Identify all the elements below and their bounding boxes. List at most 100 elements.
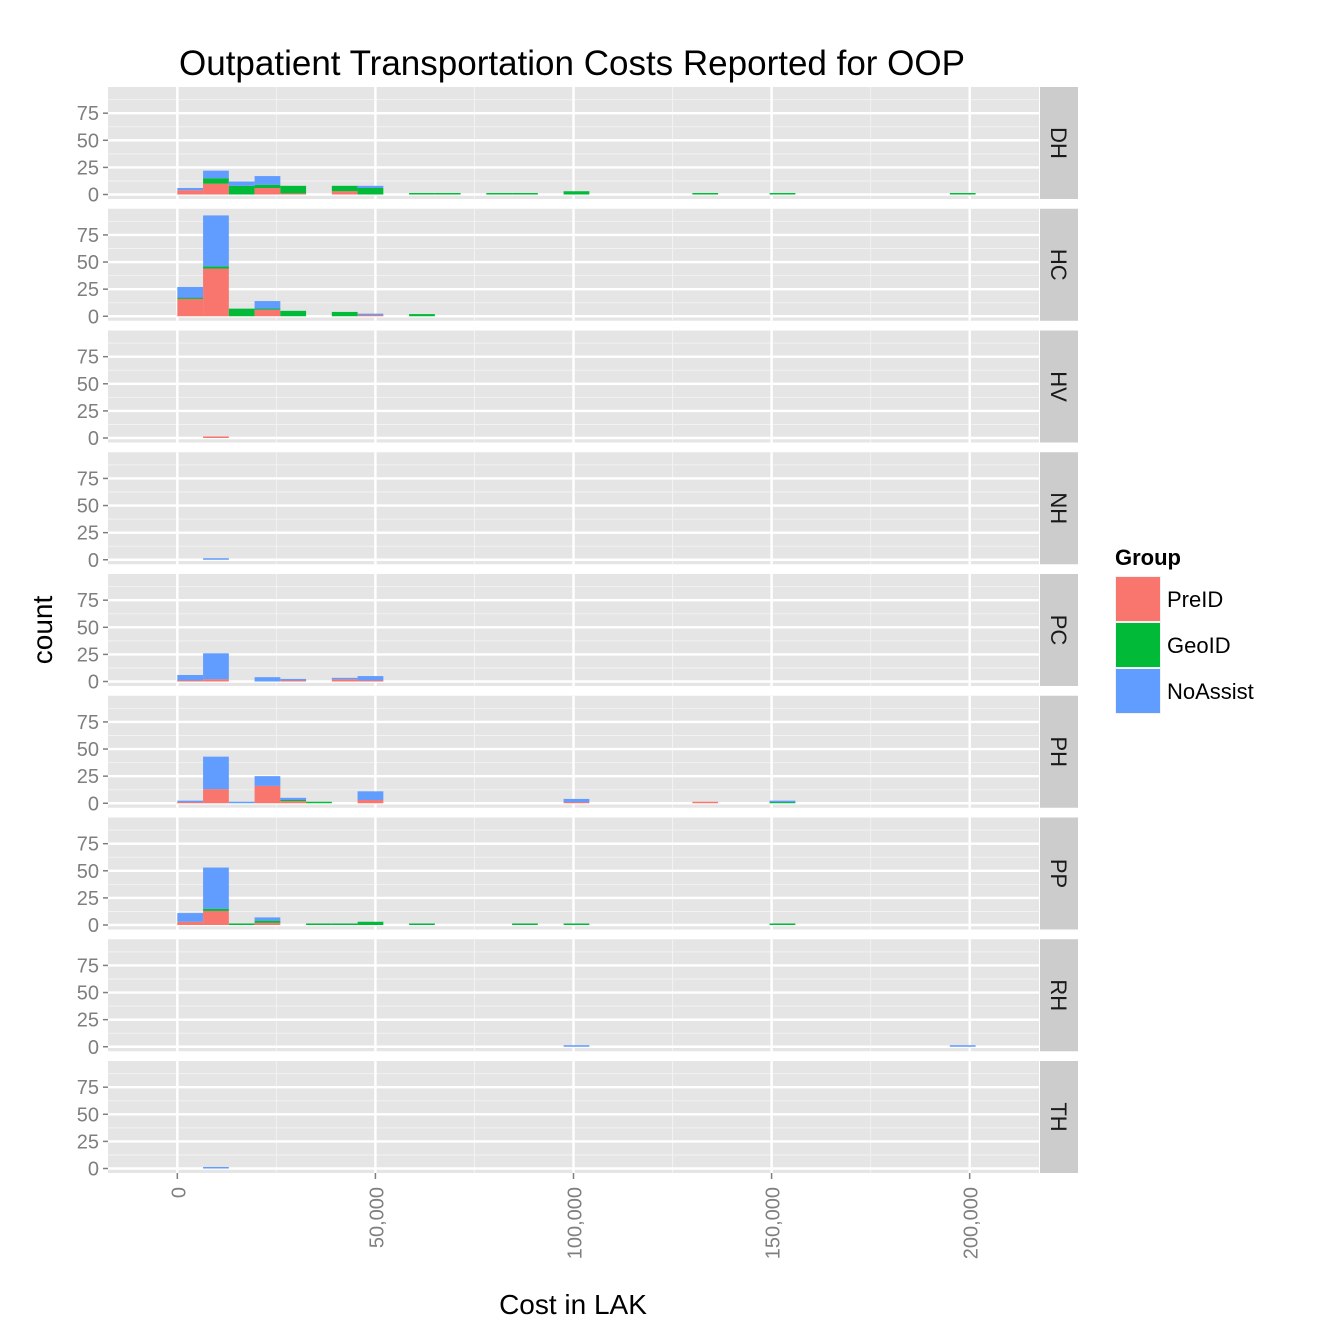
- bar-geoid: [512, 193, 538, 195]
- bar-preid: [563, 801, 590, 804]
- facet-panel-dh: 0 25 50 75 DH: [77, 87, 1078, 207]
- bar-noassist: [357, 791, 384, 800]
- bar-noassist: [254, 917, 281, 921]
- bar-geoid: [563, 191, 590, 195]
- facet-strip: [1040, 208, 1078, 321]
- bar-noassist: [357, 313, 384, 316]
- y-tick-label: 50: [77, 861, 99, 883]
- bar-preid: [331, 679, 358, 682]
- facet-strip: [1040, 87, 1078, 199]
- bar-preid: [177, 298, 204, 317]
- bar-geoid: [949, 193, 976, 195]
- x-axis: 0 50,000 100,000 150,000 200,000: [168, 1173, 983, 1259]
- y-tick-label: 25: [77, 401, 99, 423]
- bar-geoid: [203, 178, 229, 184]
- y-tick-label: 75: [77, 955, 99, 977]
- bar-geoid: [203, 908, 229, 911]
- bar-preid: [203, 436, 229, 438]
- bar-geoid: [254, 920, 281, 923]
- y-tick-label: 75: [77, 712, 99, 734]
- legend: Group PreID GeoID NoAssist: [1115, 545, 1254, 714]
- bar-geoid: [357, 921, 384, 925]
- y-tick-label: 75: [77, 347, 99, 369]
- bar-noassist: [254, 677, 281, 682]
- bar-preid: [254, 187, 281, 195]
- y-tick-label: 25: [77, 279, 99, 301]
- legend-swatch-noassist: [1116, 669, 1160, 713]
- y-tick-label: 50: [77, 617, 99, 639]
- y-tick-label: 75: [77, 468, 99, 490]
- bar-geoid: [769, 923, 796, 925]
- bar-noassist: [203, 867, 229, 909]
- bar-noassist: [177, 913, 204, 922]
- facet-strip: [1040, 574, 1078, 686]
- bar-geoid: [177, 297, 204, 299]
- bar-noassist: [563, 1045, 590, 1047]
- y-tick-label: 75: [77, 590, 99, 612]
- bar-preid: [177, 190, 204, 195]
- facet-panels: 0 25 50 75 DH 0 25 50 75 HC 0 25 50 75 HV 0 25 50 75 NH 0 25 5…: [77, 87, 1078, 1181]
- x-tick-label: 150,000: [763, 1187, 785, 1259]
- facet-strip-label: PP: [1046, 859, 1071, 888]
- bar-geoid: [434, 193, 461, 195]
- bar-geoid: [409, 314, 435, 317]
- y-tick-label: 25: [77, 1131, 99, 1153]
- y-tick-label: 50: [77, 739, 99, 761]
- bar-preid: [203, 679, 229, 682]
- bar-noassist: [203, 215, 229, 267]
- bar-noassist: [280, 678, 307, 681]
- facet-strip: [1040, 939, 1078, 1052]
- bar-geoid: [228, 185, 255, 195]
- facet-strip-label: PH: [1046, 736, 1071, 767]
- y-tick-label: 50: [77, 496, 99, 518]
- y-tick-label: 75: [77, 225, 99, 247]
- y-tick-label: 0: [88, 550, 99, 572]
- bar-noassist: [769, 800, 796, 803]
- y-tick-label: 50: [77, 983, 99, 1005]
- y-tick-label: 50: [77, 130, 99, 152]
- y-tick-label: 0: [88, 185, 99, 207]
- bar-noassist: [254, 776, 281, 786]
- bar-preid: [177, 801, 204, 804]
- facet-strip-label: PC: [1046, 615, 1071, 646]
- bar-noassist: [228, 801, 255, 804]
- x-tick-label: 50,000: [366, 1187, 388, 1248]
- y-tick-label: 25: [77, 644, 99, 666]
- legend-label-geoid: GeoID: [1167, 633, 1231, 658]
- bar-geoid: [228, 923, 255, 925]
- y-tick-label: 0: [88, 1037, 99, 1059]
- bar-preid: [280, 801, 307, 804]
- bar-preid: [357, 799, 384, 804]
- bar-noassist: [331, 677, 358, 680]
- bar-preid: [254, 309, 281, 317]
- x-tick-label: 0: [168, 1187, 190, 1198]
- bar-noassist: [254, 301, 281, 309]
- y-tick-label: 0: [88, 793, 99, 815]
- bar-geoid: [331, 923, 358, 925]
- bar-preid: [177, 921, 204, 925]
- chart-title: Outpatient Transportation Costs Reported…: [179, 44, 965, 83]
- bar-noassist: [357, 185, 384, 188]
- bar-noassist: [357, 676, 384, 681]
- bar-preid: [203, 789, 229, 804]
- bar-noassist: [203, 170, 229, 179]
- bar-noassist: [177, 674, 204, 681]
- y-tick-label: 25: [77, 157, 99, 179]
- bar-noassist: [949, 1045, 976, 1047]
- bar-geoid: [228, 308, 255, 317]
- bar-geoid: [331, 311, 358, 317]
- y-tick-label: 50: [77, 252, 99, 274]
- facet-strip-label: NH: [1046, 492, 1071, 524]
- bar-geoid: [254, 184, 281, 188]
- bar-noassist: [203, 653, 229, 680]
- legend-keys: PreID GeoID NoAssist: [1115, 576, 1254, 714]
- bar-geoid: [306, 801, 332, 804]
- x-tick-label: 200,000: [961, 1187, 983, 1259]
- y-tick-label: 0: [88, 915, 99, 937]
- bar-geoid: [280, 799, 307, 802]
- facet-strip: [1040, 1061, 1078, 1173]
- bar-geoid: [306, 923, 332, 925]
- bar-preid: [203, 910, 229, 925]
- bar-preid: [357, 680, 384, 682]
